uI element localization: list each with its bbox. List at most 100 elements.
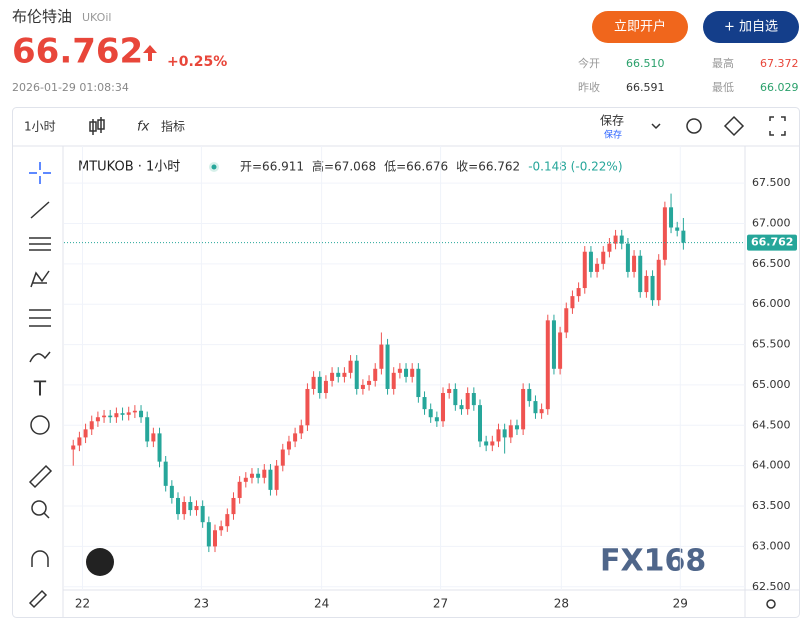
ohlc-legend: 低=66.676 [384,160,448,174]
candle-body [237,481,242,498]
candle-body [286,441,291,450]
candle-body [188,502,193,511]
candle-body [681,230,686,243]
candle-body [656,259,661,301]
x-tick-label: 28 [554,597,569,611]
candle-body [558,332,563,369]
open-account-label[interactable]: 立即开户 [614,19,666,35]
save-sub: 保存 [604,129,622,141]
last-price-box [747,234,797,251]
alert-icon[interactable] [686,118,702,134]
candle-body [225,514,230,527]
candle-body [650,275,655,301]
watchlist-label[interactable]: + 加自选 [724,20,778,35]
candle-body [397,368,402,373]
dropdown[interactable] [651,123,661,130]
x-tick-label: 29 [673,597,688,611]
stat-value: 67.372 [760,57,799,70]
candle-body [576,288,581,297]
watchlist-button[interactable] [703,11,799,43]
candle-body [545,320,550,410]
x-tick-label: 27 [433,597,448,611]
candle-body [465,393,470,410]
candle-body [638,255,643,293]
candle-body [514,425,519,430]
candle-body [373,368,378,381]
stat-label: 昨收 [578,80,600,94]
candle-body [71,445,76,450]
candle-body [496,429,501,442]
candle-body [367,380,372,385]
ohlc-legend: 高=67.068 [312,159,376,174]
candle-body [139,410,144,418]
y-tick-label: 64.000 [752,459,791,472]
y-tick-label: 66.000 [752,297,791,310]
fx-icon[interactable]: fx [137,120,150,135]
drawing-tools[interactable]: T [28,162,53,609]
axis-settings[interactable] [766,599,776,609]
candle-body [231,497,236,515]
candle-body [410,368,415,377]
candle-body [551,320,556,369]
candle-body [299,425,304,434]
ohlc-legend: 收=66.762 [456,160,520,174]
candle-body [601,251,606,264]
candle-body [132,410,137,413]
svg-text:T: T [33,377,47,401]
y-tick-label: 64.500 [752,418,791,431]
candle-body [330,372,335,381]
candle-body [471,393,476,406]
change: +0.25% [167,54,227,70]
candle-body [348,360,353,373]
candle-body [157,433,162,462]
candle-body [632,255,637,272]
candle-body [391,372,396,389]
candle-body [200,506,205,523]
candle-body [521,388,526,430]
candle-body [669,207,674,228]
ohlc-legend: -0.148 (-0.22%) [528,160,622,174]
stat-label: 最低 [712,81,734,94]
candle-body [508,425,513,438]
candle-body [459,405,464,410]
tv-logo [86,548,114,576]
candle-body [305,388,310,426]
y-tick-label: 67.500 [752,176,791,189]
candle-body [77,437,82,446]
candle-body [613,235,618,244]
indicators[interactable]: 指标 [161,119,185,134]
candle-body [108,415,113,418]
candle-icon[interactable] [89,117,105,135]
candle-body [477,405,482,442]
open-account-button[interactable] [592,11,688,43]
candle-body [564,308,569,333]
candle-body [102,415,107,418]
candle-body [570,296,575,309]
candle-body [484,441,489,446]
candle-body [434,417,439,422]
fullscreen-icon[interactable] [769,116,786,136]
candle-body [619,235,624,244]
stat-value: 66.591 [626,81,665,94]
candle-body [662,207,667,260]
interval[interactable]: 1小时 [24,120,56,134]
candle-body [280,449,285,466]
candle-body [317,376,322,394]
candle-body [249,473,254,478]
candle-body [625,243,630,272]
candle-body [533,401,538,414]
save[interactable]: 保存 [600,114,624,128]
y-tick-label: 65.500 [752,338,791,351]
candle-body [169,485,174,498]
candle-body [527,388,532,402]
candle-body [607,243,612,252]
candle-body [644,275,649,293]
candle-body [416,368,421,398]
candle-body [262,469,267,478]
candle-body [675,227,680,231]
settings-icon[interactable] [723,115,745,137]
ohlc-legend: 开=66.911 [240,160,304,174]
candle-body [243,477,248,482]
instrument-code: UKOil [82,11,111,24]
candle-body [595,263,600,272]
